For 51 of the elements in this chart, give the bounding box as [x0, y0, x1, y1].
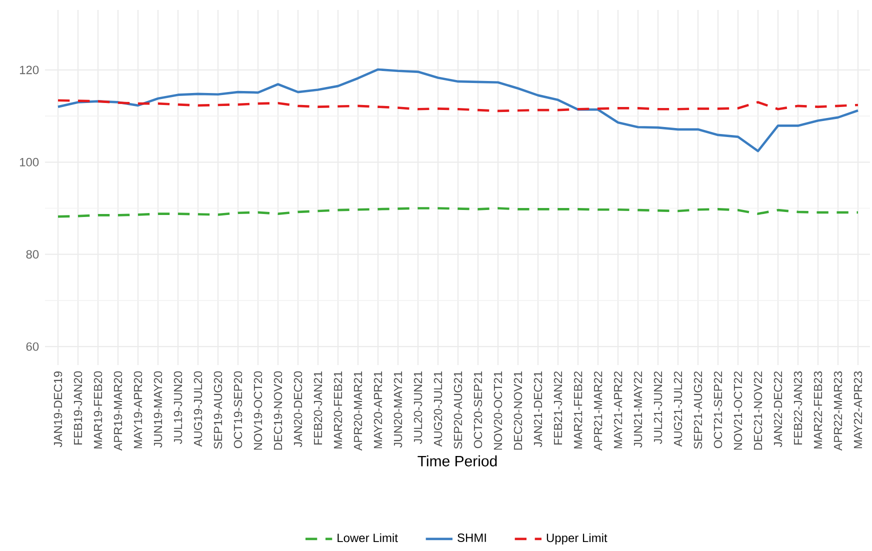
x-tick-label: JUN19-MAY20	[154, 371, 162, 448]
x-tick-label: MAY19-APR20	[134, 371, 142, 448]
x-tick-label: JUN21-MAY22	[634, 371, 642, 448]
x-tick-label: FEB19-JAN20	[74, 371, 82, 444]
x-tick-label: AUG21-JUL22	[674, 371, 682, 447]
x-tick-label: OCT20-SEP21	[474, 371, 482, 448]
x-tick-label: JAN21-DEC21	[534, 371, 542, 448]
x-tick-label: OCT21-SEP22	[714, 371, 722, 448]
y-tick-label: 100	[20, 158, 39, 166]
x-tick-label: NOV20-OCT21	[494, 371, 502, 450]
y-tick-label: 120	[20, 66, 39, 74]
x-tick-label: APR22-MAR23	[834, 371, 842, 451]
x-tick-label: SEP21-AUG22	[694, 371, 702, 449]
x-axis-title: Time Period	[418, 455, 497, 466]
x-tick-label: DEC21-NOV22	[754, 371, 762, 450]
y-tick-label: 60	[26, 342, 39, 351]
x-tick-label: FEB21-JAN22	[554, 371, 562, 444]
legend-label: Lower Limit	[338, 533, 398, 542]
line-series	[56, 68, 860, 152]
x-tick-label: MAY20-APR21	[374, 371, 382, 448]
x-tick-label: APR21-MAR22	[594, 371, 602, 451]
x-tick-label: MAR19-FEB20	[94, 371, 102, 448]
legend-label: SHMI	[458, 533, 486, 542]
x-tick-label: AUG20-JUL21	[434, 371, 442, 447]
x-tick-label: JAN19-DEC19	[54, 371, 62, 448]
x-tick-label: MAR22-FEB23	[814, 371, 822, 448]
x-tick-label: JAN20-DEC20	[294, 371, 302, 448]
y-tick-label: 80	[26, 250, 39, 258]
x-tick-label: APR19-MAR20	[114, 371, 122, 451]
line-series	[56, 99, 860, 112]
x-tick-label: DEC19-NOV20	[274, 371, 282, 450]
x-tick-label: MAY22-APR23	[854, 371, 862, 448]
x-tick-label: MAY21-APR22	[614, 371, 622, 448]
x-tick-label: JUL20-JUN21	[414, 371, 422, 444]
x-tick-label: SEP20-AUG21	[454, 371, 462, 449]
x-tick-label: JUL19-JUN20	[174, 371, 182, 444]
x-tick-label: NOV19-OCT20	[254, 371, 262, 450]
x-tick-label: DEC20-NOV21	[514, 371, 522, 450]
x-tick-label: FEB20-JAN21	[314, 371, 322, 444]
x-tick-label: MAR20-FEB21	[334, 371, 342, 448]
x-tick-label: JUL21-JUN22	[654, 371, 662, 444]
x-tick-label: JUN20-MAY21	[394, 371, 402, 448]
x-tick-label: MAR21-FEB22	[574, 371, 582, 448]
x-tick-label: APR20-MAR21	[354, 371, 362, 451]
x-tick-label: SEP19-AUG20	[214, 371, 222, 449]
x-tick-label: NOV21-OCT22	[734, 371, 742, 450]
legend-label: Upper Limit	[546, 533, 608, 544]
x-tick-label: JAN22-DEC22	[774, 371, 782, 448]
x-tick-label: AUG19-JUL20	[194, 371, 202, 447]
x-tick-label: OCT19-SEP20	[234, 371, 242, 448]
x-tick-label: FEB22-JAN23	[794, 371, 802, 444]
